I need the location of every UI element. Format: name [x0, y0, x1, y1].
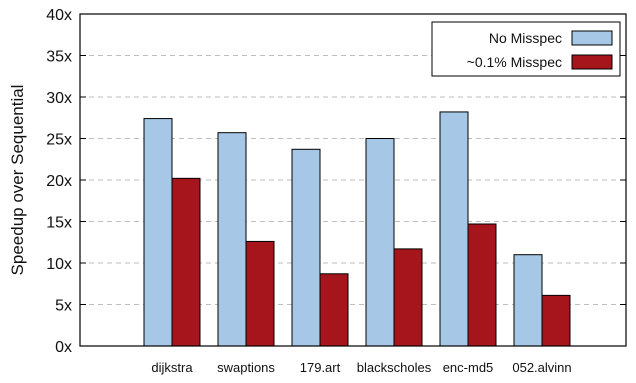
y-tick-label: 15x [46, 215, 72, 232]
y-tick-label: 10x [46, 256, 72, 273]
x-tick-label: 179.art [300, 360, 341, 375]
bar-no-misspec-179-art [291, 148, 321, 347]
bar-misspec-179-art [319, 273, 349, 347]
bar-misspec-dijkstra [171, 177, 201, 347]
x-tick-label: 052.alvinn [512, 360, 571, 375]
plot-frame [79, 13, 627, 347]
y-tick-label: 40x [46, 7, 72, 24]
x-tick-label: swaptions [217, 360, 275, 375]
bar-no-misspec-blackscholes [365, 138, 395, 347]
y-tick-label: 20x [46, 173, 72, 190]
bar-misspec-enc-md5 [467, 223, 497, 347]
bar-misspec-blackscholes [393, 248, 423, 347]
legend-label: No Misspec [489, 30, 562, 46]
bar-no-misspec-dijkstra [143, 118, 173, 347]
bar-misspec-swaptions [245, 240, 275, 347]
bars [143, 111, 571, 347]
bar-no-misspec-swaptions [217, 132, 247, 347]
x-axis-ticks: dijkstra swaptions 179.art blackscholes enc-… [151, 360, 571, 375]
x-tick-label: dijkstra [151, 360, 193, 375]
legend: No Misspec ~0.1% Misspec [431, 21, 621, 77]
legend-swatch [571, 30, 613, 46]
y-tick-label: 30x [46, 90, 72, 107]
y-tick-label: 5x [55, 298, 72, 315]
y-tick-label: 0x [55, 339, 72, 356]
bar-no-misspec-enc-md5 [439, 111, 469, 347]
x-tick-label: enc-md5 [443, 360, 494, 375]
legend-label: ~0.1% Misspec [467, 54, 562, 70]
y-axis-label: Speedup over Sequential [8, 85, 27, 276]
y-tick-label: 25x [46, 132, 72, 149]
legend-swatch [571, 54, 613, 70]
bar-no-misspec-052-alvinn [513, 254, 543, 347]
y-tick-label: 35x [46, 49, 72, 66]
bar-misspec-052-alvinn [541, 294, 571, 347]
x-tick-label: blackscholes [357, 360, 432, 375]
y-axis-ticks: 0x 5x 10x 15x 20x 25x 30x 35x 40x [46, 7, 626, 356]
